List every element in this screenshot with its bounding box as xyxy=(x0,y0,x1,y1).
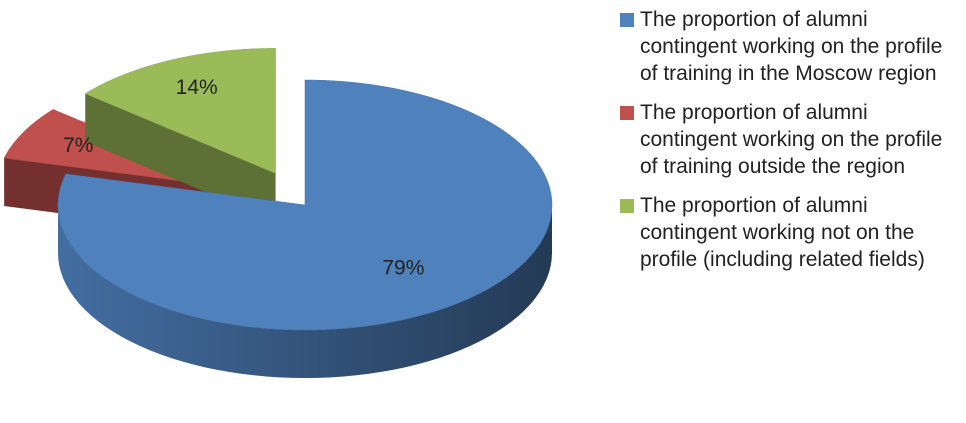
data-label: 14% xyxy=(176,76,218,99)
pie-slice xyxy=(84,48,276,222)
pie-slice xyxy=(57,79,553,378)
slice-wall xyxy=(85,93,276,222)
legend-item: The proportion of alumni contingent work… xyxy=(620,6,964,87)
legend-swatch xyxy=(620,106,634,120)
legend-item: The proportion of alumni contingent work… xyxy=(620,99,964,180)
legend-label: The proportion of alumni contingent work… xyxy=(640,8,943,85)
slice-top xyxy=(57,79,553,331)
legend-swatch xyxy=(620,199,634,213)
pie-area: 79% 7% 14% xyxy=(3,48,553,378)
slice-side xyxy=(58,205,552,378)
data-label: 7% xyxy=(63,134,93,157)
data-label: 79% xyxy=(382,257,424,280)
legend: The proportion of alumni contingent work… xyxy=(620,6,964,285)
legend-label: The proportion of alumni contingent work… xyxy=(640,101,943,178)
legend-label: The proportion of alumni contingent work… xyxy=(640,194,925,271)
slice-top xyxy=(84,48,276,174)
legend-swatch xyxy=(620,13,634,27)
legend-item: The proportion of alumni contingent work… xyxy=(620,192,964,273)
